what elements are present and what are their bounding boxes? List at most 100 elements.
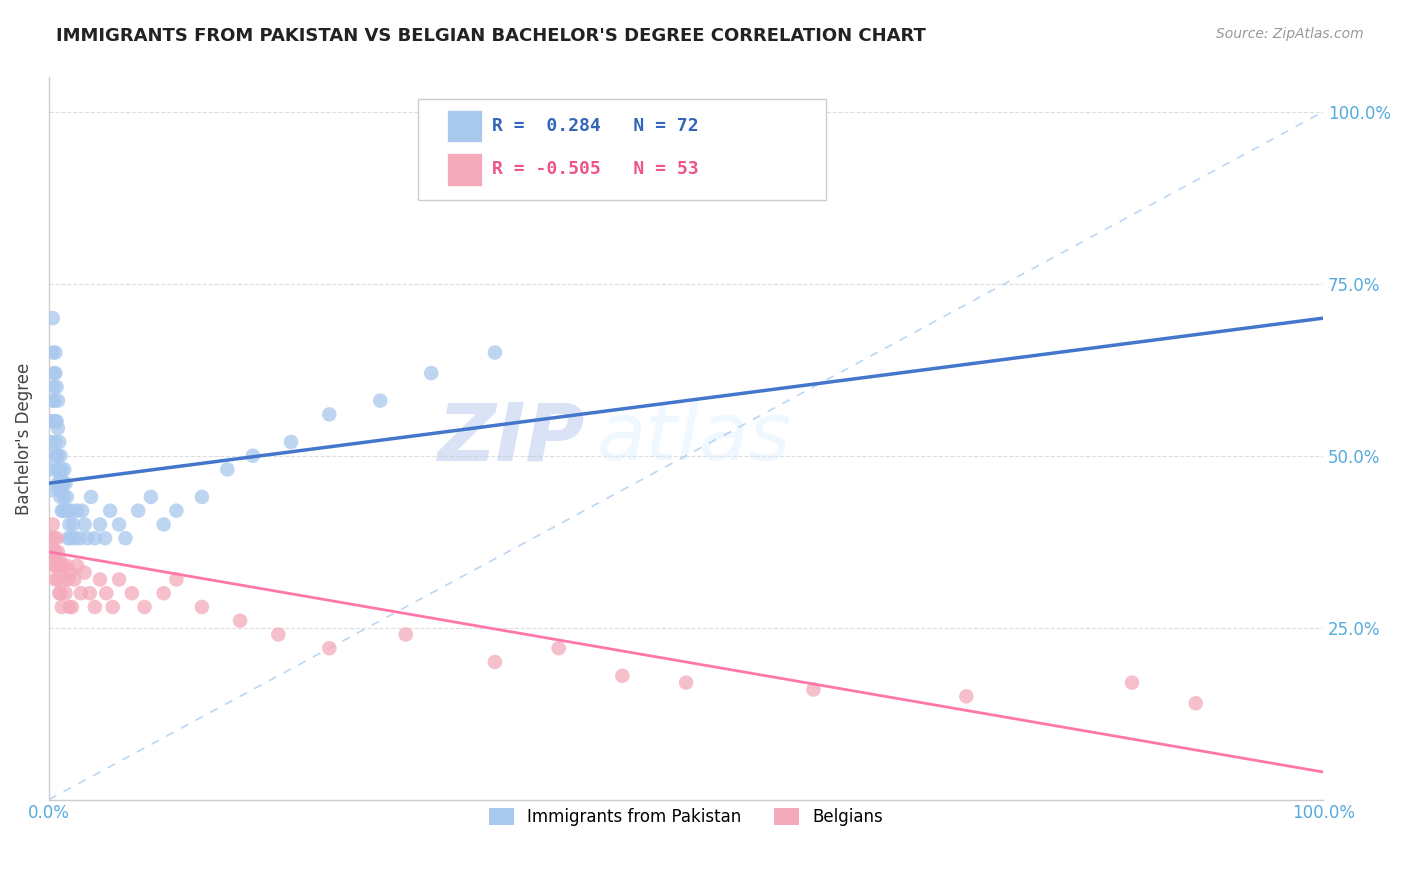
- Point: [114, 531, 136, 545]
- Point: [49, 469, 72, 483]
- Point: [96, 586, 118, 600]
- Point: [48, 551, 70, 566]
- Point: [41, 483, 63, 497]
- Point: [83, 599, 105, 614]
- Point: [42, 393, 65, 408]
- Point: [42, 366, 65, 380]
- Point: [803, 682, 825, 697]
- Point: [51, 504, 73, 518]
- Point: [51, 599, 73, 614]
- Point: [79, 586, 101, 600]
- Point: [127, 504, 149, 518]
- Point: [152, 586, 174, 600]
- Point: [101, 599, 124, 614]
- Bar: [447, 153, 482, 186]
- Point: [41, 545, 63, 559]
- Point: [484, 655, 506, 669]
- Point: [51, 483, 73, 497]
- Point: [62, 517, 84, 532]
- Point: [59, 566, 82, 580]
- FancyBboxPatch shape: [419, 99, 827, 200]
- Point: [89, 573, 111, 587]
- Point: [1121, 675, 1143, 690]
- Point: [48, 434, 70, 449]
- Point: [547, 641, 569, 656]
- Point: [46, 393, 69, 408]
- Point: [44, 366, 66, 380]
- Point: [42, 380, 65, 394]
- Point: [49, 490, 72, 504]
- Point: [46, 421, 69, 435]
- Point: [52, 558, 75, 573]
- Point: [191, 490, 214, 504]
- Point: [45, 414, 67, 428]
- Point: [63, 573, 86, 587]
- Point: [44, 345, 66, 359]
- Point: [522, 153, 544, 167]
- Point: [675, 675, 697, 690]
- Point: [51, 462, 73, 476]
- Y-axis label: Bachelor's Degree: Bachelor's Degree: [15, 362, 32, 515]
- Point: [217, 462, 239, 476]
- Point: [45, 531, 67, 545]
- Point: [134, 599, 156, 614]
- Point: [42, 414, 65, 428]
- Point: [69, 531, 91, 545]
- Point: [56, 504, 79, 518]
- Point: [42, 517, 65, 532]
- Point: [56, 490, 79, 504]
- Point: [55, 586, 77, 600]
- Point: [56, 558, 79, 573]
- Point: [49, 586, 72, 600]
- Point: [52, 504, 75, 518]
- Point: [66, 558, 89, 573]
- Point: [80, 490, 103, 504]
- Point: [165, 504, 187, 518]
- Point: [59, 531, 82, 545]
- Point: [44, 414, 66, 428]
- Point: [51, 558, 73, 573]
- Text: R =  0.284   N = 72: R = 0.284 N = 72: [492, 117, 699, 135]
- Point: [484, 345, 506, 359]
- Point: [49, 449, 72, 463]
- Point: [108, 517, 131, 532]
- Point: [55, 504, 77, 518]
- Point: [45, 462, 67, 476]
- Point: [318, 641, 340, 656]
- Point: [280, 434, 302, 449]
- Text: R = -0.505   N = 53: R = -0.505 N = 53: [492, 161, 699, 178]
- Point: [73, 566, 96, 580]
- Point: [44, 545, 66, 559]
- Point: [46, 449, 69, 463]
- Point: [191, 599, 214, 614]
- Point: [165, 573, 187, 587]
- Point: [56, 573, 79, 587]
- Point: [42, 311, 65, 326]
- Point: [49, 558, 72, 573]
- Point: [42, 531, 65, 545]
- Point: [42, 345, 65, 359]
- Point: [83, 531, 105, 545]
- Point: [89, 517, 111, 532]
- Point: [139, 490, 162, 504]
- Point: [41, 414, 63, 428]
- Text: Source: ZipAtlas.com: Source: ZipAtlas.com: [1216, 27, 1364, 41]
- Point: [42, 393, 65, 408]
- Point: [55, 476, 77, 491]
- Point: [58, 599, 80, 614]
- Point: [420, 366, 443, 380]
- Point: [46, 545, 69, 559]
- Point: [44, 434, 66, 449]
- Point: [53, 490, 76, 504]
- Point: [56, 531, 79, 545]
- Point: [60, 504, 83, 518]
- Point: [368, 393, 391, 408]
- Point: [44, 573, 66, 587]
- Point: [41, 449, 63, 463]
- Point: [45, 558, 67, 573]
- Text: ZIP: ZIP: [437, 400, 583, 477]
- Point: [108, 573, 131, 587]
- Point: [94, 531, 117, 545]
- Point: [45, 449, 67, 463]
- Text: atlas: atlas: [598, 400, 792, 477]
